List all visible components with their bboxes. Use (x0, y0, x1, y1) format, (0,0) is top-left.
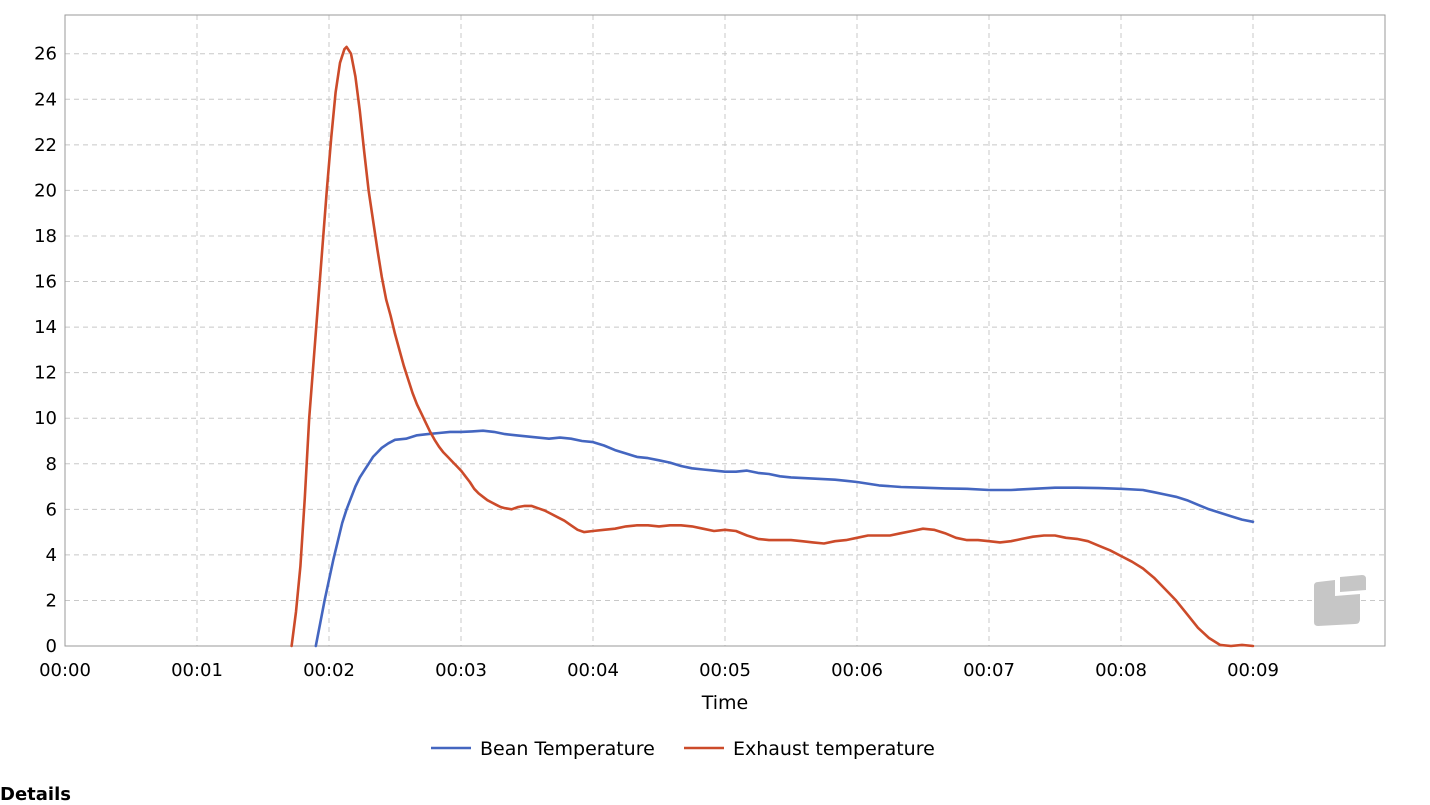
y-tick-label-6: 6 (46, 499, 57, 520)
legend: Bean Temperature Exhaust temperature (431, 738, 935, 760)
plot-area-frame (64, 14, 1386, 647)
x-tick-label-8: 00:08 (1095, 660, 1147, 681)
y-tick-label-18: 18 (34, 226, 57, 247)
x-tick-label-1: 00:01 (171, 660, 223, 681)
x-axis-tick-labels: 00:00 00:01 00:02 00:03 00:04 00:05 00:06 00:07… (39, 660, 1279, 681)
x-axis-title: Time (701, 692, 749, 714)
y-tick-label-12: 12 (34, 363, 57, 384)
footer-details-heading: Details (0, 784, 71, 805)
legend-label-bean-temperature: Bean Temperature (480, 738, 655, 760)
y-tick-label-10: 10 (34, 408, 57, 429)
y-tick-label-14: 14 (34, 317, 57, 338)
x-tick-label-2: 00:02 (303, 660, 355, 681)
y-tick-label-2: 2 (46, 590, 57, 611)
series-line-exhaust-temperature (290, 45, 1255, 648)
x-tick-label-9: 00:09 (1227, 660, 1279, 681)
y-tick-label-24: 24 (34, 89, 57, 110)
legend-item-bean-temperature[interactable]: Bean Temperature (431, 738, 655, 760)
x-tick-label-0: 00:00 (39, 660, 91, 681)
legend-item-exhaust-temperature[interactable]: Exhaust temperature (684, 738, 935, 760)
y-tick-label-16: 16 (34, 272, 57, 293)
y-tick-label-22: 22 (34, 135, 57, 156)
x-tick-label-6: 00:06 (831, 660, 883, 681)
brand-logo-icon (1314, 575, 1366, 626)
series-line-bean-temperature (314, 429, 1255, 648)
y-tick-label-26: 26 (34, 44, 57, 65)
legend-label-exhaust-temperature: Exhaust temperature (733, 738, 935, 760)
grid-lines (65, 15, 1385, 646)
x-tick-label-3: 00:03 (435, 660, 487, 681)
series-layer (290, 45, 1255, 648)
x-tick-label-5: 00:05 (699, 660, 751, 681)
y-tick-label-20: 20 (34, 180, 57, 201)
x-tick-label-7: 00:07 (963, 660, 1015, 681)
y-tick-label-8: 8 (46, 454, 57, 475)
y-tick-label-4: 4 (46, 545, 57, 566)
y-tick-label-0: 0 (46, 636, 57, 657)
x-tick-label-4: 00:04 (567, 660, 619, 681)
